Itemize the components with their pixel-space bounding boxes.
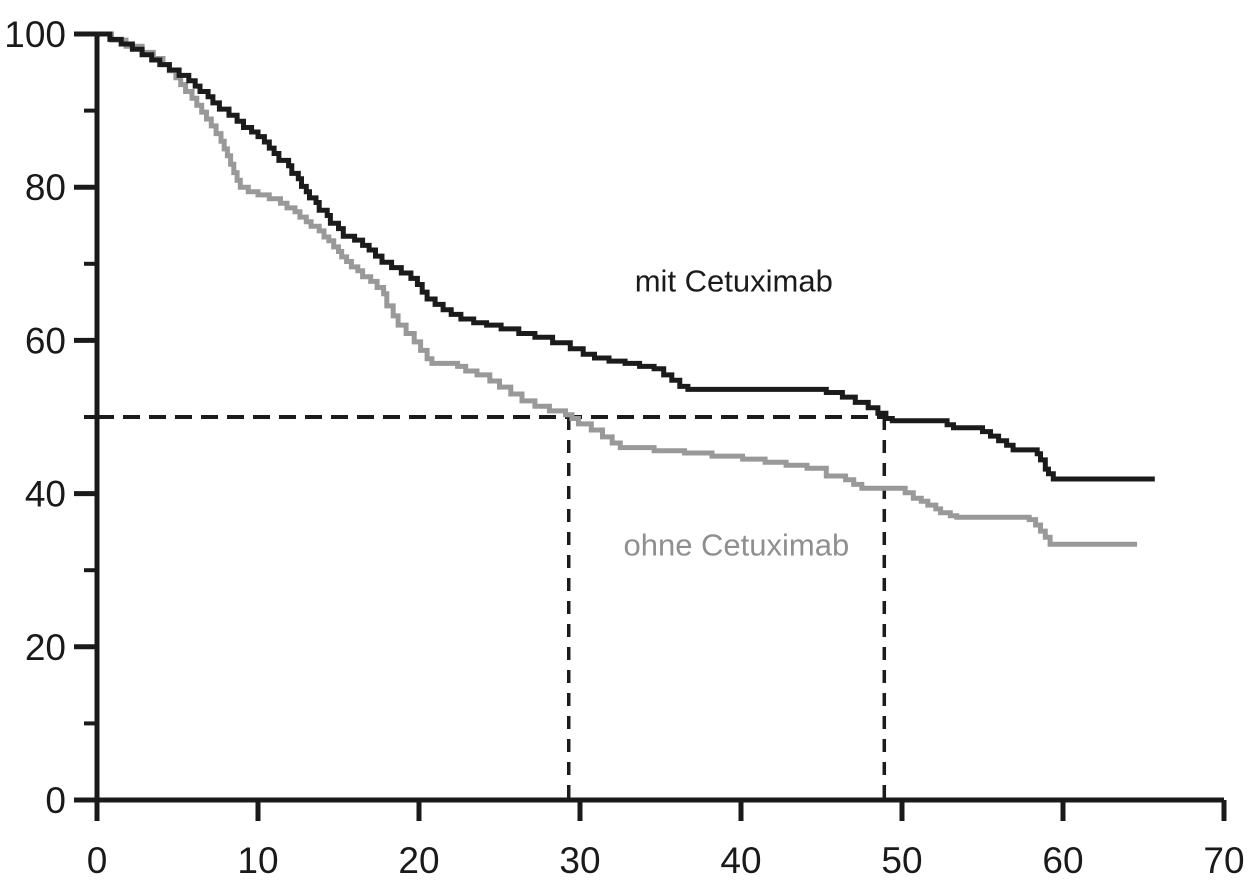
series-label: mit Cetuximab xyxy=(635,263,833,298)
y-tick-label: 20 xyxy=(25,627,66,668)
y-tick-label: 60 xyxy=(25,320,66,361)
x-tick-label: 10 xyxy=(237,840,278,881)
x-tick-label: 40 xyxy=(720,840,761,881)
x-tick-label: 0 xyxy=(87,840,108,881)
x-tick-label: 50 xyxy=(881,840,922,881)
x-tick-label: 20 xyxy=(398,840,439,881)
y-tick-label: 0 xyxy=(45,780,66,821)
y-tick-label: 100 xyxy=(4,14,66,55)
x-tick-label: 30 xyxy=(559,840,600,881)
x-tick-label: 70 xyxy=(1203,840,1244,881)
survival-curve-mit-cetuximab xyxy=(97,31,1155,482)
x-tick-label: 60 xyxy=(1042,840,1083,881)
y-tick-label: 40 xyxy=(25,474,66,515)
y-tick-label: 80 xyxy=(25,167,66,208)
series-label: ohne Cetuximab xyxy=(623,528,849,563)
survival-curve-ohne-cetuximab xyxy=(97,31,1138,547)
